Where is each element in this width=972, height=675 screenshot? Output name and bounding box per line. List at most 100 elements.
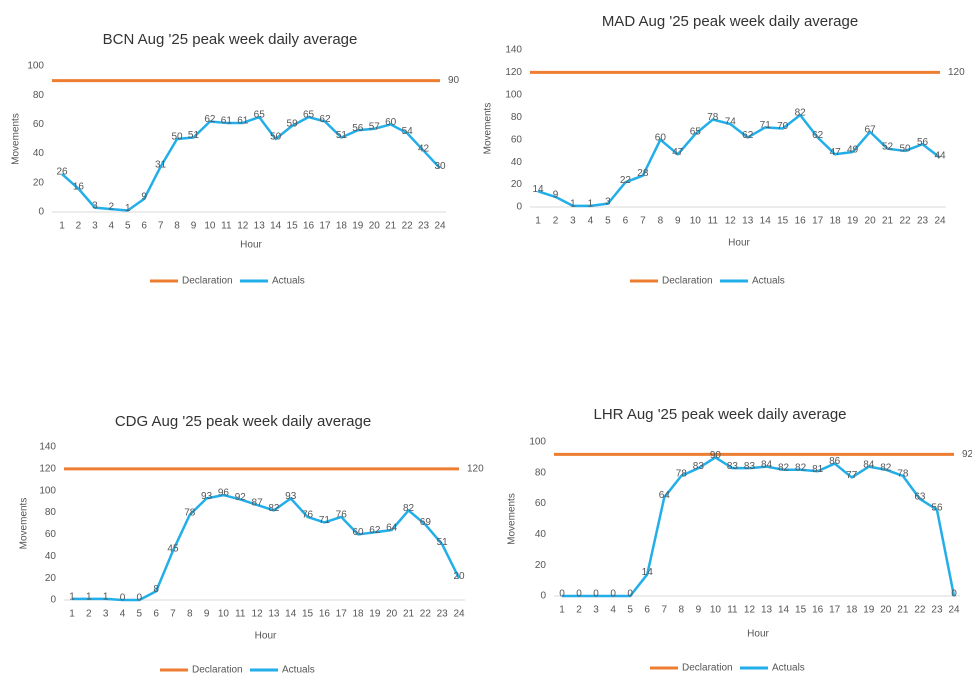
x-tick-label: 7 [640, 216, 646, 227]
data-label: 60 [385, 117, 397, 128]
x-tick-label: 1 [59, 221, 65, 232]
y-axis-label: Movements [11, 113, 22, 165]
x-tick-label: 2 [553, 216, 559, 227]
data-label: 1 [125, 203, 131, 214]
y-tick-label: 20 [535, 560, 547, 571]
x-tick-label: 23 [418, 221, 430, 232]
data-label: 49 [847, 145, 859, 156]
x-axis-label: Hour [728, 238, 750, 249]
y-tick-label: 0 [50, 595, 56, 606]
x-tick-label: 22 [420, 609, 432, 620]
data-label: 65 [303, 110, 315, 121]
data-label: 65 [254, 110, 266, 121]
x-tick-label: 22 [899, 216, 911, 227]
data-label: 28 [637, 168, 649, 179]
data-label: 65 [690, 127, 702, 138]
x-tick-label: 6 [141, 221, 147, 232]
x-tick-label: 17 [812, 216, 824, 227]
data-label: 16 [73, 181, 85, 192]
x-tick-label: 9 [675, 216, 681, 227]
data-label: 60 [352, 527, 364, 538]
x-tick-label: 2 [76, 221, 82, 232]
x-tick-label: 4 [610, 605, 616, 616]
data-label: 93 [201, 491, 213, 502]
x-tick-label: 6 [153, 609, 159, 620]
x-tick-label: 10 [204, 221, 216, 232]
data-label: 0 [627, 589, 633, 600]
x-tick-label: 12 [237, 221, 249, 232]
data-label: 45 [167, 543, 179, 554]
x-tick-label: 14 [778, 605, 790, 616]
x-tick-label: 6 [644, 605, 650, 616]
data-label: 71 [319, 515, 331, 526]
x-tick-label: 18 [846, 605, 858, 616]
x-tick-label: 24 [948, 605, 960, 616]
data-label: 62 [319, 114, 331, 125]
x-tick-label: 23 [931, 605, 943, 616]
data-label: 82 [268, 503, 280, 514]
data-label: 78 [897, 469, 909, 480]
data-label: 74 [725, 117, 737, 128]
y-tick-label: 100 [529, 437, 546, 448]
x-tick-label: 16 [795, 216, 807, 227]
data-label: 30 [434, 161, 446, 172]
data-label: 1 [69, 592, 75, 603]
data-label: 50 [270, 132, 282, 143]
y-tick-label: 120 [39, 463, 56, 474]
y-tick-label: 0 [516, 202, 522, 213]
x-tick-label: 17 [319, 221, 331, 232]
data-label: 59 [287, 119, 299, 130]
data-label: 93 [285, 491, 297, 502]
data-label: 3 [92, 200, 98, 211]
x-tick-label: 1 [535, 216, 541, 227]
data-label: 0 [559, 589, 565, 600]
data-label: 62 [812, 130, 824, 141]
x-tick-label: 24 [453, 609, 465, 620]
y-tick-label: 80 [45, 507, 57, 518]
y-tick-label: 140 [39, 442, 56, 453]
x-tick-label: 13 [268, 609, 280, 620]
data-label: 44 [934, 150, 946, 161]
x-tick-label: 8 [679, 605, 685, 616]
data-label: 8 [153, 584, 159, 595]
legend-label: Actuals [772, 663, 805, 674]
data-label: 71 [760, 120, 772, 131]
legend-label: Actuals [282, 665, 315, 675]
data-label: 81 [812, 464, 824, 475]
x-tick-label: 14 [285, 609, 297, 620]
x-tick-label: 3 [593, 605, 599, 616]
y-tick-label: 100 [27, 61, 44, 72]
data-label: 61 [221, 116, 233, 127]
x-tick-label: 17 [829, 605, 841, 616]
data-label: 52 [882, 141, 894, 152]
y-tick-label: 0 [540, 591, 546, 602]
data-label: 56 [917, 137, 929, 148]
data-label: 22 [620, 175, 632, 186]
data-label: 50 [899, 144, 911, 155]
data-label: 0 [120, 593, 126, 604]
data-label: 26 [56, 167, 68, 178]
x-tick-label: 7 [170, 609, 176, 620]
x-tick-label: 21 [403, 609, 415, 620]
y-tick-label: 60 [45, 529, 57, 540]
legend-label: Declaration [662, 276, 713, 287]
y-tick-label: 40 [45, 551, 57, 562]
x-tick-label: 3 [103, 609, 109, 620]
actuals-line [562, 456, 956, 598]
data-label: 90 [448, 75, 460, 86]
data-label: 69 [420, 517, 432, 528]
x-tick-label: 15 [302, 609, 314, 620]
x-tick-label: 7 [158, 221, 164, 232]
data-label: 82 [795, 108, 807, 119]
x-tick-label: 8 [187, 609, 193, 620]
y-tick-label: 120 [505, 67, 522, 78]
x-tick-label: 20 [880, 605, 892, 616]
data-label: 0 [576, 589, 582, 600]
data-label: 63 [914, 492, 926, 503]
data-label: 92 [962, 449, 972, 460]
x-tick-label: 3 [570, 216, 576, 227]
data-label: 1 [588, 199, 594, 210]
data-label: 1 [103, 592, 109, 603]
legend-label: Declaration [192, 665, 243, 675]
x-tick-label: 9 [204, 609, 210, 620]
